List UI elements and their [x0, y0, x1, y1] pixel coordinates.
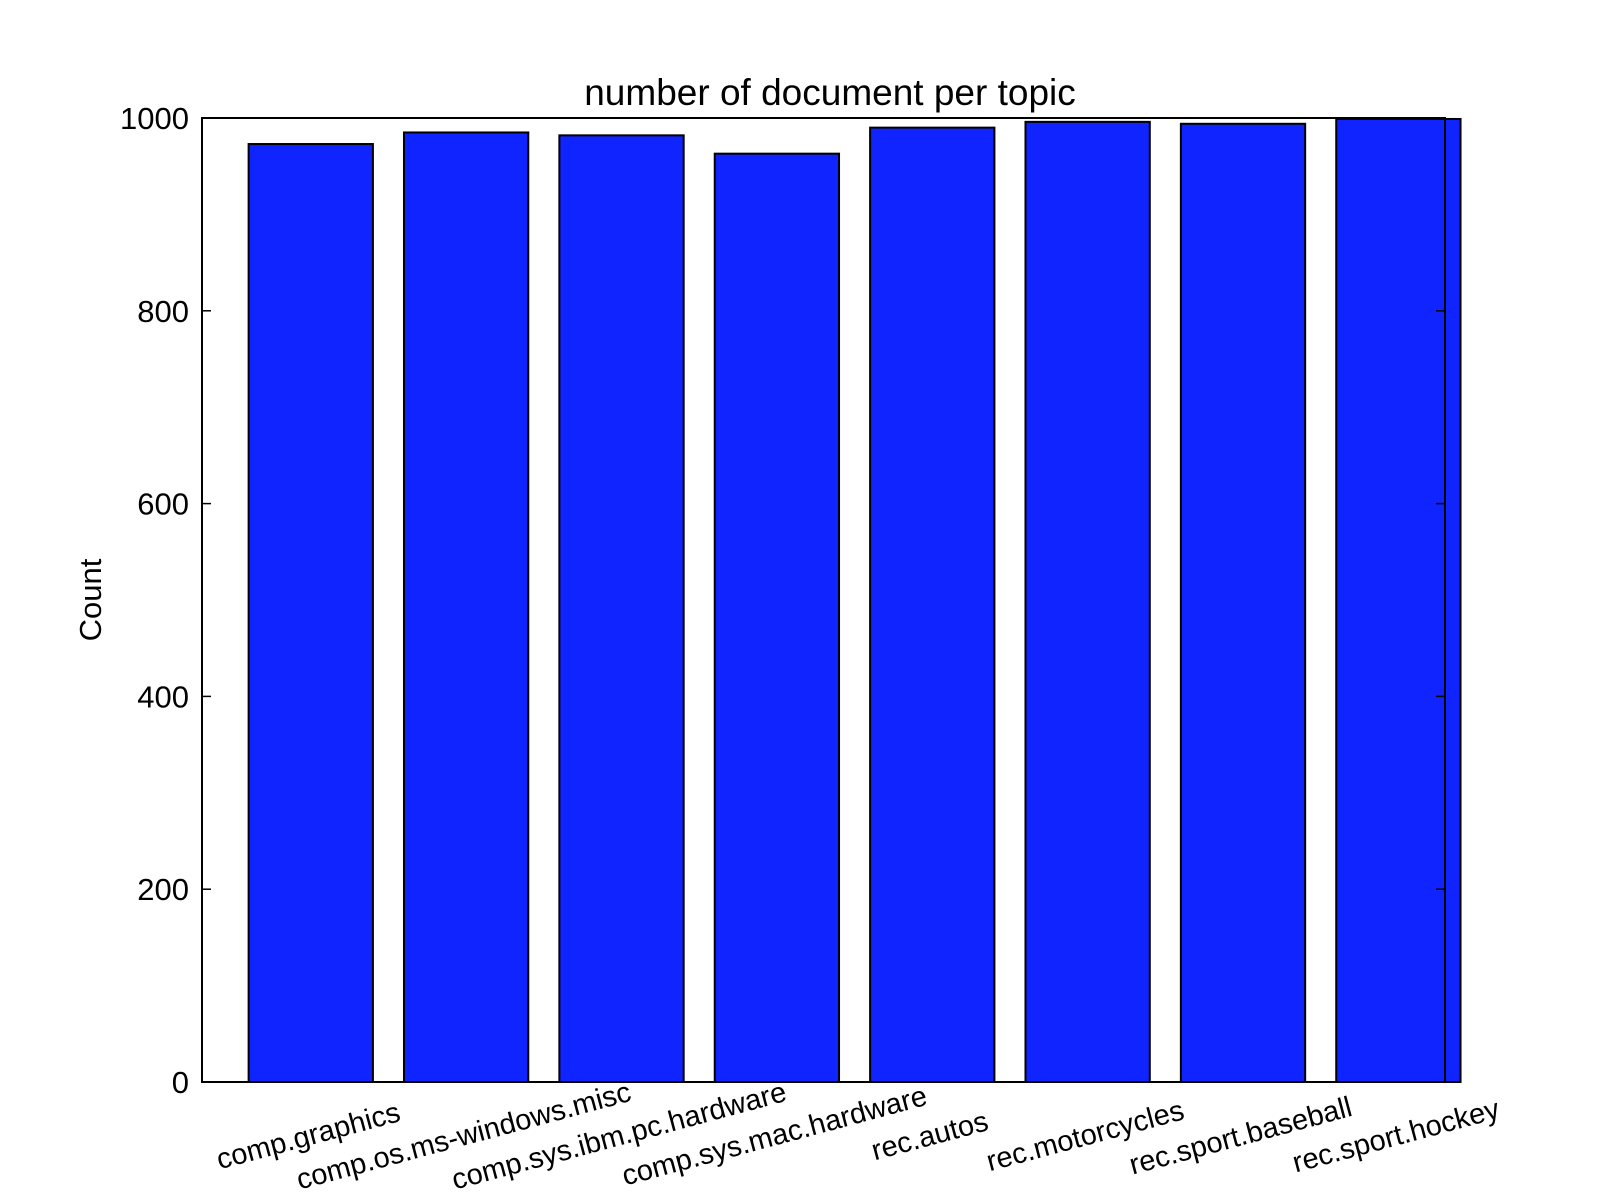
bar-5 [869, 126, 996, 1083]
bar-8 [1335, 117, 1462, 1084]
bar-3 [558, 134, 685, 1084]
bar-7 [1179, 122, 1307, 1083]
y-tick-label: 800 [137, 294, 189, 329]
y-tick-label: 200 [137, 872, 189, 907]
bar-1 [247, 143, 374, 1083]
bars-group [247, 117, 1462, 1084]
y-tick-label: 1000 [120, 101, 189, 136]
bar-6 [1024, 120, 1151, 1083]
x-tick-labels-group: comp.graphicscomp.os.ms-windows.misccomp… [213, 1076, 1503, 1196]
chart-title: number of document per topic [584, 72, 1076, 113]
y-tick-label: 400 [137, 679, 189, 714]
y-tick-label: 600 [137, 487, 189, 522]
y-tick-label: 0 [172, 1065, 189, 1100]
bar-4 [713, 152, 841, 1083]
y-axis-label: Count [73, 558, 108, 641]
bar-2 [402, 131, 530, 1083]
y-ticks-group: 0 200 400 600 800 1000 [120, 101, 1445, 1100]
axes-frame [201, 117, 1446, 1083]
